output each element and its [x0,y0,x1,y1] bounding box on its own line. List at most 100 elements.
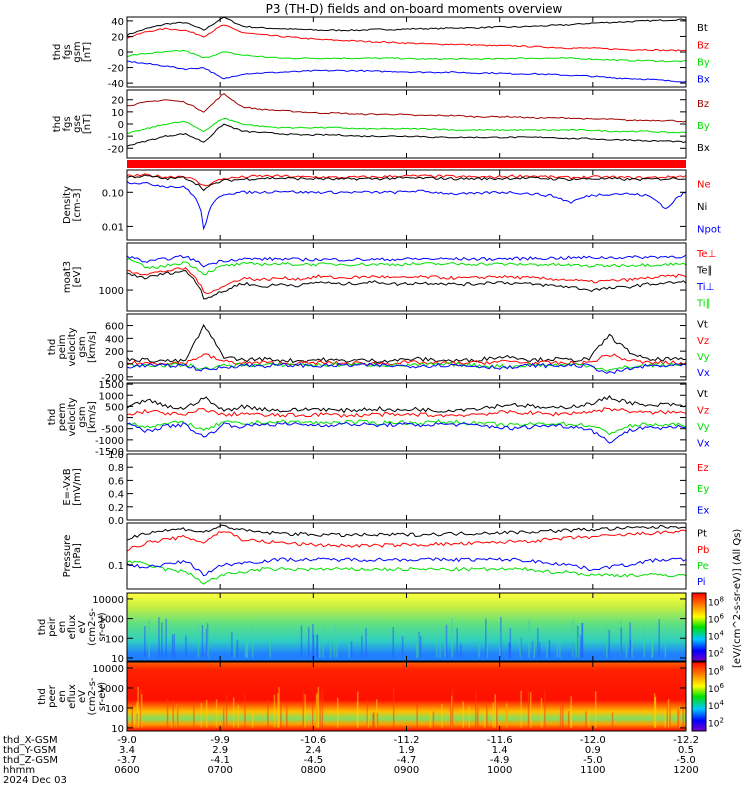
spectrogram-streak [401,636,404,658]
spectrogram-streak [468,705,471,728]
y-tick-label: -1500 [95,447,124,458]
y-tick-label: -1000 [95,436,124,447]
x-tick-label: 0600 [114,765,139,776]
series-line-Bx [126,123,687,147]
spectrogram-streak [329,636,332,658]
x-tick-label: -12.0 [580,735,606,746]
spectrogram-streak [251,627,254,658]
spectrogram-streak [136,713,139,728]
spectrogram-streak [365,628,367,658]
spectrogram-streak [519,635,522,658]
legend-label: Pi [697,577,706,588]
spectrogram-streak [456,627,458,658]
spectrogram-streak [494,694,497,728]
y-axis-label: thdpeirenefluxeV(cm2-s-sr-eV) [37,608,108,646]
series-line-Te∥ [126,270,687,300]
y-tick-label: 0.2 [108,503,124,514]
y-tick-label: 0 [118,360,124,371]
spectrogram-streak [350,641,353,658]
y-tick-label: 10 [111,654,124,665]
spectrogram-streak [417,633,419,658]
spectrogram-streak [483,710,486,728]
spectrogram-streak [158,617,160,658]
legend-label: Te∥ [696,266,713,277]
spectrogram-streak [651,641,654,658]
y-axis-label: E=-VxB[mV/m] [62,468,83,506]
y-tick-label: 100 [105,704,124,715]
spectrogram-streak [333,624,336,658]
spectrogram-streak [450,705,452,728]
colorbar-tick-label: 106 [708,613,724,626]
x-tick-label: 2.4 [305,745,321,756]
y-tick-label: 0.1 [108,561,124,572]
spectrogram-streak [392,627,394,658]
y-tick-label: -20 [108,64,124,75]
spectrogram-streak [307,627,310,658]
spectrogram-streak [533,635,535,658]
spectrogram-streak [304,694,306,728]
spectrogram-streak [509,628,512,658]
spectrogram-streak [528,619,530,658]
y-tick-label: 1500 [99,380,124,391]
legend-label: Pb [697,545,709,556]
legend-label: Npot [697,225,721,236]
spectrogram-streak [546,633,548,658]
panel-4: Te⊥ Te∥ Ti⊥ Ti∥ 1000 moat3[eV] [62,242,716,312]
spectrogram-streak [572,619,574,658]
spectrogram-streak [236,639,239,658]
spectrogram-streak [176,703,179,728]
spectrogram-streak [172,699,174,728]
spectrogram-streak [451,618,454,658]
spectrogram-streak [205,699,208,728]
spectrogram-streak [445,624,448,658]
y-tick-label: 0 [118,414,124,425]
legend-label: Vt [697,320,708,331]
x-tick-label: -3.7 [117,755,137,766]
spectrogram-streak [475,691,477,728]
spectrogram-streak [200,702,203,728]
spectrogram-streak [559,706,562,728]
y-tick-label: 0 [118,48,124,59]
legend-label: By [697,57,710,68]
legend-label: Bz [697,40,709,51]
spectrogram-streak [319,697,321,728]
spectrogram-streak [576,626,579,658]
spectrogram-streak [416,701,418,728]
x-tick-label: -4.1 [210,755,230,766]
spectrogram-streak [205,628,208,658]
spectrogram-streak [322,628,324,658]
y-tick-label: 10000 [92,595,124,606]
spectrogram-streak [577,637,580,658]
legend-label: Vx [697,368,710,379]
series-line-Te⊥ [126,267,687,294]
y-tick-label: -10 [108,132,124,143]
spectrogram [127,662,686,731]
spectrogram-streak [392,687,395,728]
series-line-By [126,118,687,134]
series-line-Pb [126,529,687,552]
spectrogram-streak [429,711,432,728]
legend-label: Te⊥ [696,249,716,260]
spectrogram-streak [444,626,446,658]
colorbars: 102 104 106 108 102 104 106 108 [691,592,724,732]
legend-label: Bt [697,23,708,34]
spectrogram-streak [215,699,218,728]
panel-8: Pt Pb Pe Pi 0.1 Pressure[nPa] [62,522,709,590]
x-tick-label: -12.2 [673,735,699,746]
y-tick-label: 0.8 [108,463,124,474]
spectrogram-streak [611,712,614,728]
legend-label: Bx [697,143,710,154]
spectrogram-streak [318,635,321,658]
spectrogram-streak [246,636,248,658]
spectrogram-streak [171,711,173,728]
panel-9: 10 100 1000 10000 thdpeirenefluxeV(cm2-s-sr-… [37,592,687,665]
panel-frame [126,382,687,452]
spectrogram-streak [492,702,494,728]
spectrogram-streak [658,619,660,658]
colorbar-tick-label: 108 [708,596,724,609]
spectrogram-streak [620,627,623,658]
spectrogram-streak [540,697,543,728]
x-axis-labels: thd_X-GSM -9.0 -9.9 -10.6 -11.2 -11.6 -12.0 -12… [3,735,699,786]
y-tick-label: 0.0 [108,516,124,527]
